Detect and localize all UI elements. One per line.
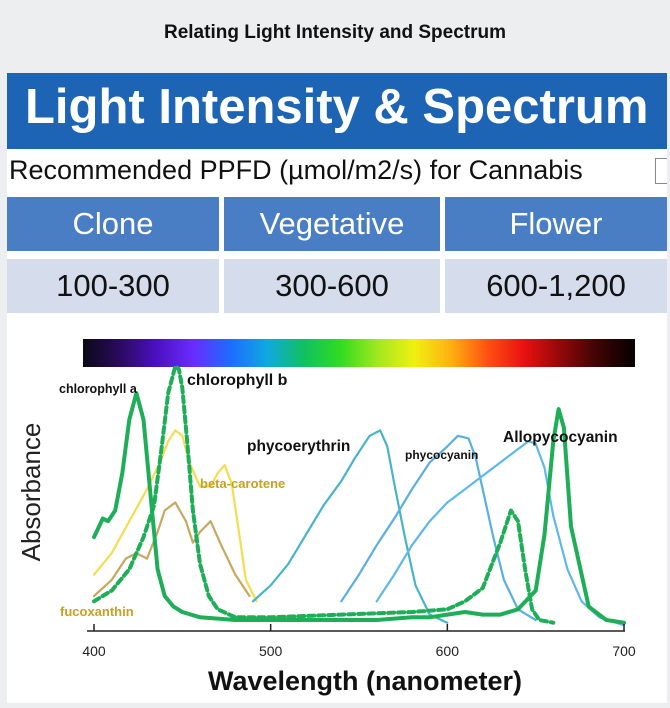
table-value-clone: 100-300	[7, 259, 219, 313]
series-line-phycocyanin	[340, 434, 537, 622]
series-label-phycoerythrin: phycoerythrin	[247, 438, 350, 455]
series-line-chlorophyll-b	[92, 364, 556, 625]
series-line-allopycocyanin	[375, 440, 626, 627]
series-line-beta-carotene	[92, 429, 258, 603]
series-label-chlorophyll-a: chlorophyll a	[59, 382, 138, 396]
series-line-fucoxanthin	[92, 501, 251, 598]
series-label-chlorophyll-b: chlorophyll b	[187, 372, 288, 389]
table-value-flower: 600-1,200	[445, 259, 667, 313]
slide-panel: Light Intensity & Spectrum Recommended P…	[7, 73, 667, 703]
banner-title: Light Intensity & Spectrum	[25, 80, 649, 134]
series-label-allopycocyanin: Allopycocyanin	[503, 429, 618, 446]
x-tick-label: 400	[82, 643, 106, 659]
series-label-fucoxanthin: fucoxanthin	[60, 604, 134, 619]
ppfd-subtitle-text: Recommended PPFD (µmol/m2/s) for Cannabi…	[9, 155, 583, 185]
x-tick-label: 600	[436, 643, 460, 659]
series-label-beta-carotene: beta-carotene	[200, 476, 285, 491]
series-line-phycoerythrin	[251, 429, 449, 624]
page-title: Relating Light Intensity and Spectrum	[163, 22, 507, 43]
series-label-phycocyanin: phycocyanin	[405, 448, 478, 462]
table-header-clone: Clone	[7, 197, 219, 251]
x-tick-label: 500	[259, 643, 283, 659]
table-header-flower: Flower	[445, 197, 667, 251]
table-value-vegetative: 300-600	[224, 259, 440, 313]
y-axis-label: Absorbance	[16, 423, 46, 562]
table-header-vegetative: Vegetative	[224, 197, 440, 251]
x-tick-label: 700	[612, 643, 636, 659]
banner: Light Intensity & Spectrum	[7, 73, 667, 149]
absorbance-chart: 400 500 600 700 chlorophyll a chlorophyll b b…	[16, 339, 636, 696]
x-axis-label: Wavelength (nanometer)	[208, 666, 522, 696]
spectrum-bar	[83, 339, 635, 367]
ppfd-subtitle: Recommended PPFD (µmol/m2/s) for Cannabi…	[7, 152, 667, 188]
subtitle-edge-box	[655, 158, 667, 184]
series-line-chlorophyll-a	[92, 391, 626, 625]
